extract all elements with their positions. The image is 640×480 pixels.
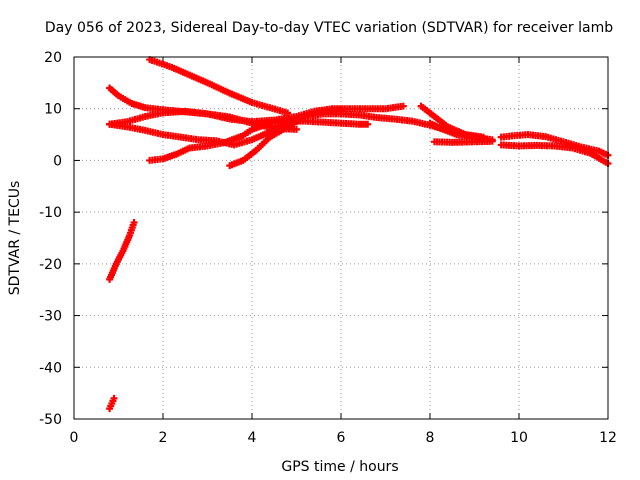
data-series: [106, 56, 612, 413]
series-5: [146, 117, 372, 164]
y-tick-label: -20: [39, 257, 62, 273]
data-point: [364, 120, 372, 128]
y-tick-label: 0: [53, 153, 62, 169]
data-point: [293, 125, 300, 133]
series-2: [146, 56, 292, 117]
x-tick-label: 2: [159, 430, 168, 446]
x-tick-label: 0: [70, 430, 79, 446]
series-9: [430, 137, 496, 146]
y-tick-label: 20: [44, 50, 62, 66]
data-point: [110, 394, 118, 402]
chart-title: Day 056 of 2023, Sidereal Day-to-day VTE…: [45, 20, 613, 36]
series-12: [106, 218, 138, 283]
data-point: [488, 137, 496, 145]
y-tick-label: 10: [44, 102, 62, 118]
series-13: [106, 394, 118, 413]
x-tick-label: 12: [599, 430, 617, 446]
data-point: [337, 106, 345, 114]
x-tick-label: 6: [337, 430, 346, 446]
x-tick-label: 10: [510, 430, 528, 446]
series-3: [106, 102, 407, 128]
x-tick-label: 8: [426, 430, 435, 446]
x-axis-label: GPS time / hours: [281, 459, 398, 475]
y-tick-label: -40: [39, 360, 62, 376]
series-6: [226, 106, 345, 170]
series-11: [497, 141, 612, 168]
x-tick-label: 4: [248, 430, 257, 446]
y-tick-label: -30: [39, 309, 62, 325]
data-point: [130, 218, 138, 226]
plot-frame: [73, 56, 609, 420]
y-tick-label: -10: [39, 205, 62, 221]
data-point: [399, 102, 407, 110]
y-tick-label: -50: [39, 412, 62, 428]
y-axis-label: SDTVAR / TECUs: [7, 181, 23, 296]
